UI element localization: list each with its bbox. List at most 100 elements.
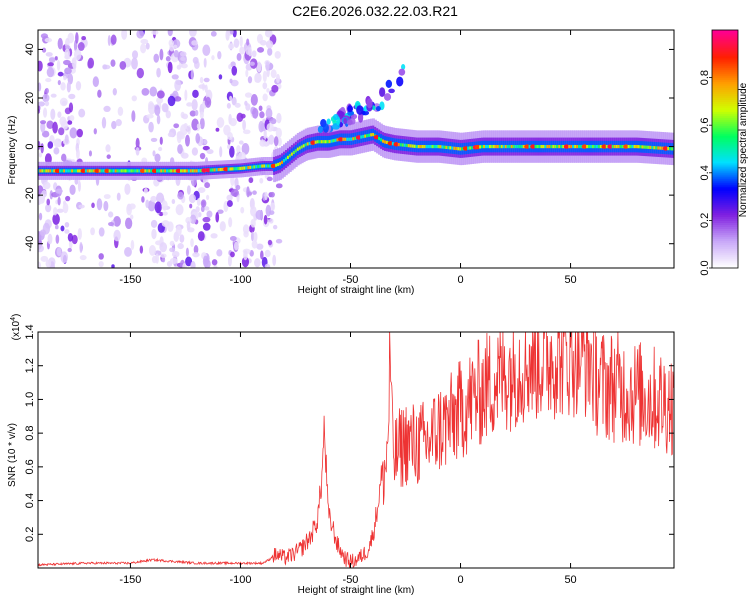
ridge-core-cell — [366, 134, 369, 138]
noise-cell — [108, 211, 114, 218]
noise-cell — [63, 75, 67, 81]
noise-cell — [227, 144, 231, 150]
colorbar-cell — [712, 119, 738, 122]
branch-cell — [322, 123, 329, 133]
noise-cell — [243, 250, 248, 261]
ridge-core-cell — [130, 169, 134, 173]
ridge-core-cell — [574, 144, 577, 149]
noise-cell — [75, 80, 82, 91]
ridge-core-cell — [189, 169, 193, 173]
noise-cell — [231, 96, 237, 106]
snr-line — [38, 332, 674, 568]
noise-cell — [135, 147, 140, 156]
noise-cell — [217, 50, 222, 60]
ridge-core-cell — [593, 144, 597, 149]
ridge-core-cell — [542, 144, 546, 149]
noise-cell — [68, 102, 74, 113]
branch-cell — [357, 112, 364, 123]
noise-cell — [64, 134, 69, 144]
colorbar-cell — [712, 192, 738, 196]
colorbar-cell — [712, 109, 738, 112]
noise-cell — [241, 142, 250, 155]
ridge-core-cell — [168, 169, 171, 173]
colorbar-cell — [712, 204, 738, 208]
top-y-axis-label: Frequency (Hz) — [7, 116, 18, 185]
noise-cell — [273, 136, 279, 147]
ridge-core-cell — [588, 144, 591, 149]
ridge-core-cell — [73, 169, 76, 173]
noise-cell — [52, 121, 58, 134]
bottom-y-tick-label: 0.4 — [24, 493, 36, 508]
noise-cell — [47, 141, 54, 149]
ridge-core-cell — [302, 144, 306, 148]
snr-panel: -150 -100 -50 0 50 0.2 0.4 0.6 0.8 1.0 1.2 1.4 Hei… — [7, 314, 675, 596]
ridge-core-cell — [292, 150, 296, 155]
noise-cell — [87, 59, 93, 69]
noise-cell — [194, 109, 199, 116]
noise-cell — [181, 113, 189, 120]
ridge-core-cell — [506, 144, 510, 149]
noise-cell — [131, 95, 137, 102]
noise-cell — [265, 107, 273, 119]
noise-cell — [154, 153, 161, 163]
ridge-core-cell — [380, 138, 383, 142]
snr-plot-area — [38, 332, 674, 568]
colorbar-cell — [712, 143, 738, 146]
ridge-core-cell — [619, 144, 623, 149]
ridge-core-cell — [183, 169, 187, 173]
ridge-core-cell — [411, 144, 415, 148]
ridge-core-cell — [635, 144, 639, 149]
ridge-core-cell — [88, 169, 92, 173]
ridge-core-cell — [423, 144, 427, 149]
noise-cell — [91, 202, 95, 209]
ridge-core-cell — [364, 134, 368, 138]
ridge-core-cell — [92, 169, 96, 173]
branch-cell — [375, 106, 381, 112]
noise-cell — [276, 112, 282, 124]
noise-cell — [98, 253, 104, 260]
colorbar-cell — [712, 113, 738, 116]
ridge-core-cell — [67, 169, 70, 173]
noise-cell — [245, 47, 252, 55]
top-x-tick-label: -150 — [119, 274, 141, 286]
noise-cell — [180, 63, 188, 69]
noise-cell — [131, 50, 139, 60]
colorbar-cell — [712, 137, 738, 140]
colorbar-cell — [712, 67, 738, 71]
ridge-core-cell — [494, 144, 498, 149]
noise-cell — [266, 122, 274, 132]
noise-cell — [154, 201, 162, 214]
noise-cell — [38, 152, 42, 158]
noise-cell — [187, 125, 191, 135]
ridge-core-cell — [653, 146, 657, 150]
noise-cell — [151, 255, 158, 264]
colorbar-cell — [712, 198, 738, 202]
noise-cell — [150, 137, 158, 142]
noise-cell — [230, 79, 239, 87]
noise-cell — [189, 203, 193, 209]
noise-cell — [60, 251, 69, 264]
colorbar-cell — [712, 212, 738, 216]
ridge-core-cell — [118, 169, 122, 173]
noise-cell — [39, 229, 47, 237]
noise-cell — [274, 50, 281, 59]
noise-cell — [254, 75, 259, 83]
ridge-core-cell — [43, 169, 47, 173]
noise-cell — [249, 61, 255, 66]
noise-cell — [57, 111, 62, 118]
colorbar-cell — [712, 158, 738, 162]
ridge-core-cell — [500, 144, 504, 149]
noise-cell — [199, 76, 204, 84]
noise-cell — [76, 128, 84, 138]
colorbar-cell — [712, 59, 738, 63]
noise-cell — [186, 102, 193, 107]
colorbar-cell — [712, 95, 738, 99]
noise-cell — [250, 205, 257, 217]
ridge-core-cell — [233, 167, 237, 171]
noise-cell — [190, 261, 196, 268]
ridge-core-cell — [215, 168, 219, 172]
noise-cell — [231, 65, 238, 76]
colorbar-cell — [712, 73, 738, 77]
noise-cell — [116, 192, 121, 201]
top-x-tick-label: 0 — [457, 274, 463, 286]
